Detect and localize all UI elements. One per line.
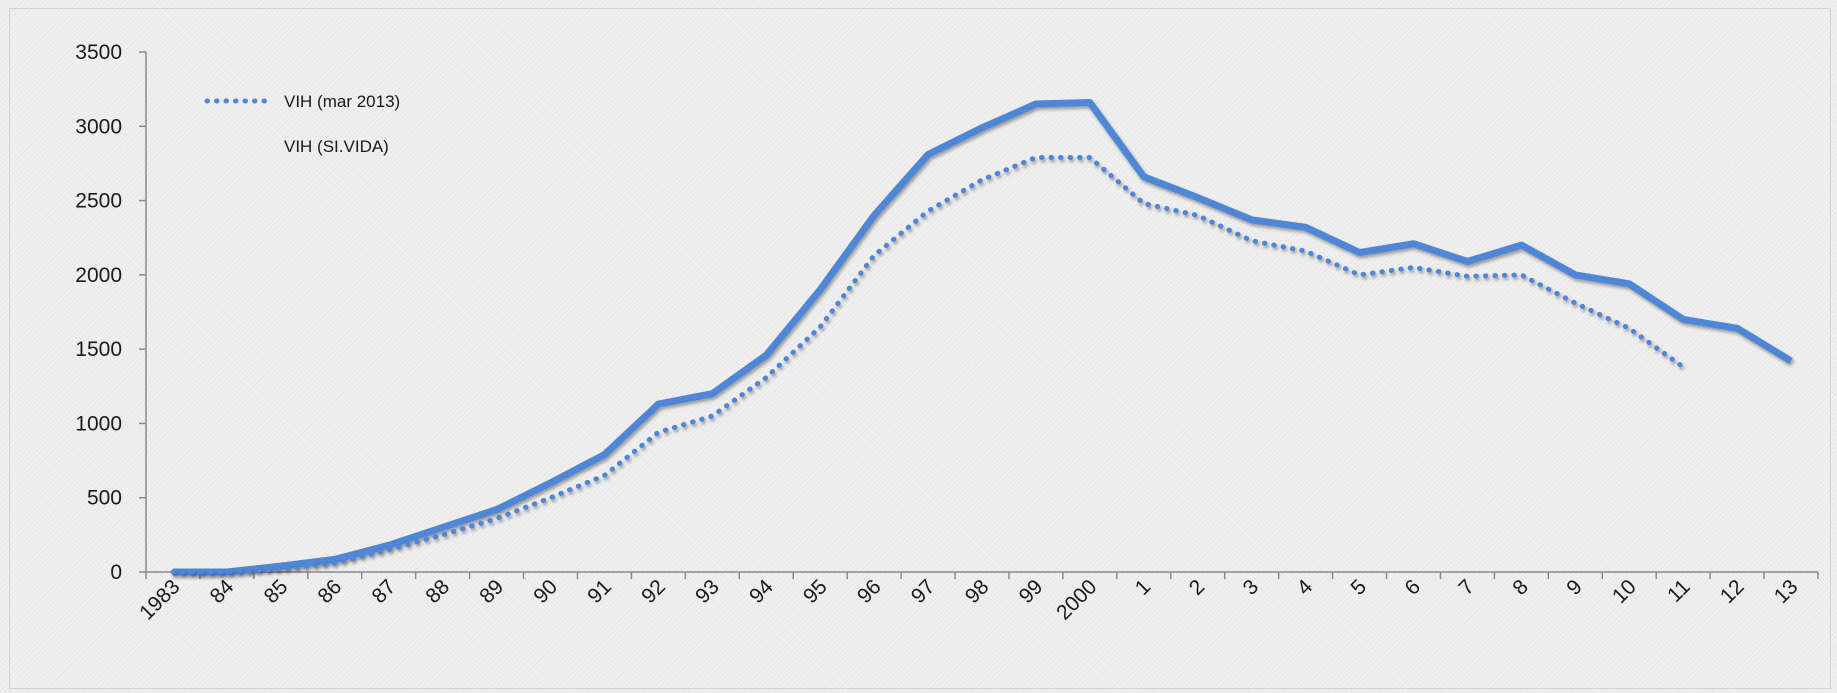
x-tick-label: 96 [853,575,886,608]
x-tick-label: 86 [314,575,347,608]
x-tick-label: 5 [1347,575,1372,600]
y-tick-label: 3000 [75,115,122,138]
x-tick-label: 98 [961,575,994,608]
y-tick-label: 3500 [75,41,122,64]
x-tick-label: 12 [1716,575,1749,608]
chart-frame [9,8,1831,689]
x-tick-label: 2000 [1052,575,1101,624]
x-tick-label: 97 [907,575,940,608]
x-tick-label: 85 [260,575,293,608]
y-tick-label: 0 [110,561,122,584]
y-tick-label: 2500 [75,190,122,213]
x-tick-label: 89 [475,575,508,608]
x-tick-label: 8 [1508,575,1533,600]
y-tick-label: 1500 [75,338,122,361]
x-tick-label: 87 [367,575,400,608]
x-tick-label: 4 [1293,575,1318,600]
x-tick-label: 93 [691,575,724,608]
x-tick-label: 1 [1131,575,1156,600]
x-tick-label: 88 [421,575,454,608]
x-tick-label: 6 [1400,575,1425,600]
x-tick-label: 9 [1562,575,1587,600]
x-tick-label: 2 [1185,575,1210,600]
x-tick-label: 84 [206,575,239,608]
series-line-vih-mar-2013 [170,155,1686,575]
x-tick-label: 99 [1015,575,1048,608]
x-tick-label: 90 [529,575,562,608]
series-line-vih-si-vida [173,99,1793,576]
y-tick-label: 500 [87,487,122,510]
y-tick-label: 2000 [75,264,122,287]
x-tick-label: 7 [1454,575,1479,600]
x-tick-label: 10 [1608,575,1641,608]
legend-label-mar-2013: VIH (mar 2013) [284,92,400,111]
legend-label-si-vida: VIH (SI.VIDA) [284,137,389,156]
x-tick-label: 94 [745,575,778,608]
x-tick-label: 11 [1663,575,1695,607]
series-layer [170,99,1793,576]
x-tick-label: 91 [583,575,616,608]
x-tick-label: 3 [1239,575,1264,600]
x-tick-label: 13 [1770,575,1803,608]
x-tick-label: 95 [799,575,832,608]
legend: VIH (mar 2013) VIH (SI.VIDA) [204,92,400,156]
x-tick-label: 92 [637,575,670,608]
y-tick-label: 1000 [75,412,122,435]
x-tick-label: 1983 [135,575,184,624]
